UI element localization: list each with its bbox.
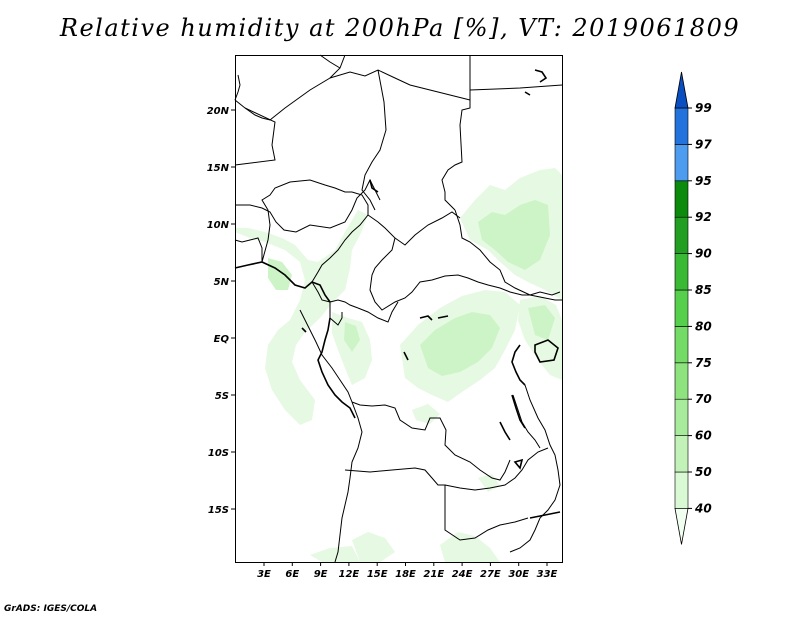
lon-tick-label: 9E: [314, 569, 328, 580]
coastlines-and-lakes: [234, 69, 561, 519]
colorbar-segment: [674, 398, 689, 436]
colorbar-lower-arrow: [674, 507, 689, 545]
colorbar-level-label: 95: [695, 174, 712, 188]
lon-tick-label: 18E: [395, 569, 416, 580]
colorbar-level-label: 40: [694, 501, 712, 515]
lon-tick-label: 27E: [480, 569, 501, 580]
colorbar-segment: [674, 326, 689, 364]
lat-tick-label: 5S: [215, 391, 229, 402]
lon-tick-label: 21E: [423, 569, 444, 580]
colorbar-upper-arrow: [674, 71, 689, 109]
lon-tick-label: 15E: [367, 569, 388, 580]
lat-tick-label: 15N: [207, 163, 230, 174]
lat-tick-label: EQ: [214, 334, 230, 345]
lon-tick-label: 30E: [508, 569, 529, 580]
colorbar-segment: [674, 216, 689, 254]
colorbar-level-label: 50: [695, 465, 712, 479]
colorbar-level-label: 92: [695, 210, 712, 224]
colorbar-level-label: 90: [695, 247, 712, 261]
colorbar-segment: [674, 289, 689, 327]
lon-tick-label: 3E: [257, 569, 271, 580]
grads-credit: GrADS: IGES/COLA: [4, 604, 98, 614]
map-frame: [235, 55, 563, 563]
lon-tick-label: 12E: [339, 569, 360, 580]
colorbar-segment: [674, 362, 689, 400]
colorbar-segment: [674, 471, 689, 509]
map-title: Relative humidity at 200hPa [%], VT: 201…: [59, 14, 741, 42]
lat-tick-label: 10N: [207, 220, 230, 231]
colorbar-level-label: 85: [695, 283, 712, 297]
colorbar-level-label: 97: [695, 137, 712, 151]
lon-tick-label: 6E: [285, 569, 299, 580]
lat-tick-label: 20N: [207, 106, 230, 117]
lon-tick-label: 24E: [452, 569, 473, 580]
colorbar-segment: [674, 180, 689, 218]
colorbar-level-label: 75: [695, 356, 712, 370]
country-boundaries: [234, 54, 563, 563]
colorbar-segment: [674, 253, 689, 291]
colorbar-level-label: 70: [695, 392, 712, 406]
colorbar: 40 50 60 70 75 80 85 90 92 95 97 99: [674, 71, 712, 545]
colorbar-segment: [674, 435, 689, 473]
colorbar-segment: [674, 107, 689, 145]
colorbar-level-label: 80: [695, 319, 712, 333]
lat-tick-label: 10S: [208, 448, 229, 459]
lon-tick-label: 33E: [537, 569, 558, 580]
colorbar-level-label: 99: [695, 101, 712, 115]
humidity-shading: [235, 168, 562, 562]
latitude-axis: 20N 15N 10N 5N EQ 5S 10S 15S: [207, 106, 235, 516]
colorbar-segment: [674, 144, 689, 182]
lat-tick-label: 15S: [208, 505, 229, 516]
lat-tick-label: 5N: [214, 277, 230, 288]
longitude-axis: 3E 6E 9E 12E 15E 18E 21E 24E 27E 30E 33E: [257, 562, 558, 580]
colorbar-level-label: 60: [695, 429, 712, 443]
